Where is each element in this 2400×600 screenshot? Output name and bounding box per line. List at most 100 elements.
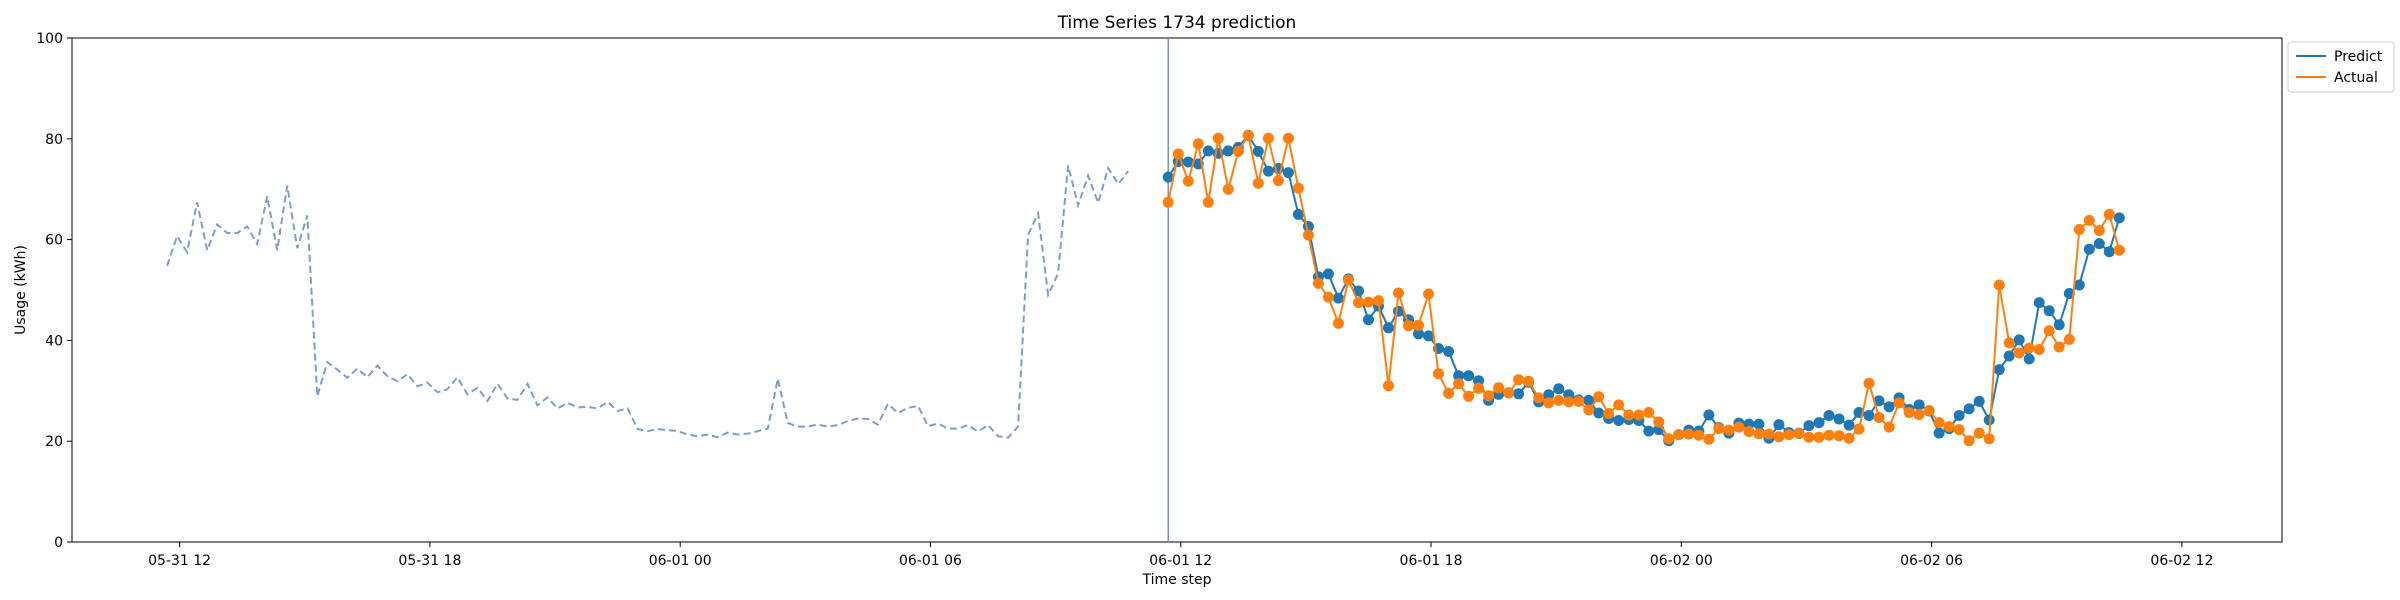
data-point-actual bbox=[1733, 421, 1745, 433]
data-point-actual bbox=[1403, 320, 1414, 332]
data-point-predict bbox=[1983, 414, 1995, 426]
x-tick-label: 06-02 12 bbox=[2150, 553, 2213, 569]
data-point-actual bbox=[1813, 431, 1825, 443]
data-point-actual bbox=[1633, 409, 1645, 421]
data-point-actual bbox=[1272, 175, 1284, 187]
data-point-actual bbox=[1353, 297, 1364, 309]
data-point-actual bbox=[1593, 391, 1605, 403]
data-point-actual bbox=[1172, 148, 1184, 160]
data-point-predict bbox=[1262, 165, 1274, 177]
data-point-actual bbox=[1262, 132, 1274, 144]
plot-area bbox=[166, 38, 2125, 542]
data-point-predict bbox=[2073, 279, 2085, 291]
x-tick-label: 06-01 18 bbox=[1400, 553, 1463, 569]
data-point-actual bbox=[1292, 182, 1304, 194]
data-point-predict bbox=[1443, 346, 1455, 357]
data-point-actual bbox=[1953, 424, 1965, 436]
data-point-predict bbox=[1353, 285, 1364, 297]
data-point-actual bbox=[1543, 397, 1555, 409]
data-point-actual bbox=[1383, 380, 1394, 392]
data-point-actual bbox=[1683, 428, 1695, 440]
data-point-predict bbox=[1543, 389, 1555, 401]
data-point-predict bbox=[1423, 330, 1434, 342]
data-point-actual bbox=[1513, 374, 1525, 386]
data-point-actual bbox=[1823, 429, 1835, 441]
series-line-predict bbox=[1167, 133, 2121, 442]
data-point-actual bbox=[1443, 387, 1455, 399]
data-point-actual bbox=[1563, 396, 1575, 408]
data-point-predict bbox=[1973, 395, 1985, 407]
data-point-predict bbox=[1643, 425, 1655, 437]
data-point-predict bbox=[1252, 145, 1264, 157]
data-point-predict bbox=[1322, 268, 1334, 280]
data-point-predict bbox=[1332, 292, 1344, 304]
data-point-predict bbox=[1182, 156, 1194, 168]
y-tick-label: 60 bbox=[45, 233, 63, 249]
x-tick-label: 05-31 18 bbox=[398, 553, 461, 569]
data-point-actual bbox=[1973, 427, 1985, 439]
data-point-predict bbox=[1703, 409, 1715, 421]
data-point-actual bbox=[1312, 277, 1324, 289]
data-point-actual bbox=[1583, 404, 1595, 416]
data-point-actual bbox=[2113, 244, 2125, 256]
data-point-actual bbox=[1242, 129, 1254, 141]
y-tick-label: 20 bbox=[45, 434, 63, 450]
data-point-actual bbox=[1653, 416, 1665, 428]
x-tick-label: 06-01 12 bbox=[1149, 553, 1212, 569]
x-tick-label: 06-02 00 bbox=[1650, 553, 1713, 569]
data-point-actual bbox=[1373, 295, 1384, 307]
data-point-actual bbox=[1643, 407, 1655, 418]
data-point-predict bbox=[1583, 394, 1595, 406]
data-point-actual bbox=[1963, 435, 1975, 447]
data-point-predict bbox=[1453, 370, 1465, 382]
data-point-actual bbox=[1463, 390, 1475, 402]
series-line-actual bbox=[1167, 132, 2121, 443]
y-tick-label: 0 bbox=[54, 535, 63, 551]
data-point-predict bbox=[2103, 246, 2115, 258]
data-point-actual bbox=[1342, 274, 1354, 286]
legend-box bbox=[2287, 41, 2395, 93]
data-point-actual bbox=[1793, 428, 1805, 440]
data-point-actual bbox=[1503, 387, 1515, 399]
data-point-actual bbox=[1863, 377, 1875, 389]
data-point-predict bbox=[1553, 383, 1565, 395]
y-tick-label: 100 bbox=[36, 31, 63, 47]
data-point-actual bbox=[1222, 183, 1234, 195]
data-point-predict bbox=[1863, 410, 1875, 421]
data-point-predict bbox=[1833, 413, 1845, 425]
data-point-actual bbox=[1623, 409, 1635, 421]
data-point-actual bbox=[1533, 392, 1545, 404]
data-point-predict bbox=[1593, 407, 1605, 419]
data-point-predict bbox=[1613, 415, 1625, 426]
data-point-actual bbox=[1453, 378, 1465, 390]
data-point-predict bbox=[2003, 350, 2015, 362]
chart-title: Time Series 1734 prediction bbox=[1057, 13, 1297, 33]
data-point-actual bbox=[1743, 426, 1755, 438]
x-tick-label: 05-31 12 bbox=[148, 553, 211, 569]
data-point-actual bbox=[1493, 382, 1505, 394]
data-point-actual bbox=[1873, 412, 1885, 423]
data-point-actual bbox=[1673, 429, 1685, 441]
data-point-predict bbox=[2113, 212, 2125, 224]
data-point-actual bbox=[1473, 382, 1485, 394]
data-point-predict bbox=[1162, 171, 1174, 183]
data-point-actual bbox=[1483, 390, 1495, 402]
data-point-predict bbox=[1222, 145, 1234, 157]
data-point-predict bbox=[1463, 370, 1475, 382]
data-point-actual bbox=[1983, 433, 1995, 445]
data-point-actual bbox=[1282, 132, 1294, 144]
data-point-predict bbox=[1292, 208, 1304, 220]
data-point-actual bbox=[1923, 405, 1935, 416]
plot-frame bbox=[71, 37, 2283, 543]
data-point-actual bbox=[1573, 395, 1585, 407]
y-tick-label: 40 bbox=[45, 333, 63, 349]
data-point-actual bbox=[2093, 225, 2105, 236]
data-point-predict bbox=[1993, 364, 2005, 376]
data-point-actual bbox=[1252, 177, 1264, 189]
data-point-actual bbox=[1202, 196, 1214, 208]
data-point-predict bbox=[2093, 238, 2105, 250]
data-point-actual bbox=[2033, 344, 2045, 355]
series-line-history bbox=[166, 165, 1129, 439]
data-point-actual bbox=[2003, 337, 2015, 349]
data-point-actual bbox=[1393, 287, 1404, 299]
